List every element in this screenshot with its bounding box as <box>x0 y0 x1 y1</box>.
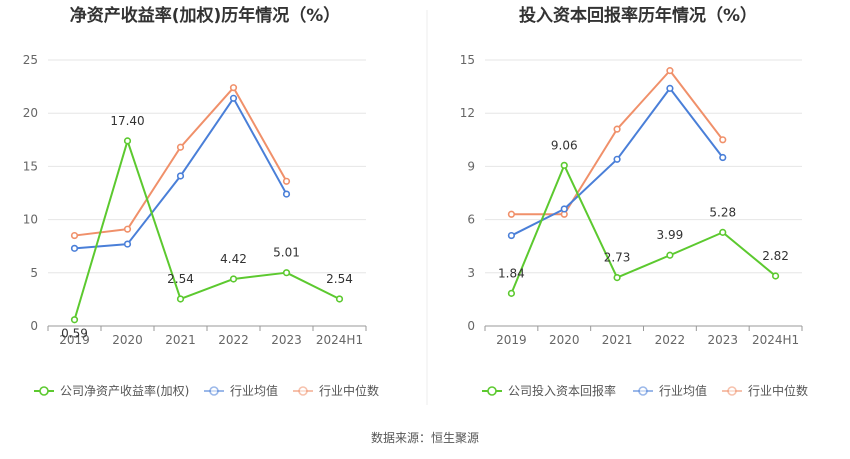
legend-label: 行业中位数 <box>319 383 379 398</box>
data-point <box>70 244 79 252</box>
data-point <box>613 155 621 163</box>
data-label: 4.42 <box>220 252 247 266</box>
data-point <box>70 316 79 324</box>
data-label: 3.99 <box>657 228 684 242</box>
data-point <box>719 228 727 236</box>
data-label: 5.28 <box>709 205 736 219</box>
legend-label: 行业中位数 <box>748 383 808 398</box>
data-point <box>282 177 291 185</box>
x-tick-label: 2020 <box>549 333 580 347</box>
chart-1: 净资产收益率(加权)历年情况（%） 0 5 10 15 20 25 2019 2020 2021 2… <box>23 5 379 398</box>
data-point <box>229 84 238 92</box>
x-tick-label: 2020 <box>112 333 143 347</box>
x-tick-label: 2021 <box>165 333 196 347</box>
legend-item-1: 公司净资产收益率(加权) <box>34 383 189 398</box>
y-tick-label: 10 <box>23 213 38 227</box>
data-point <box>70 231 79 240</box>
x-tick-label: 2019 <box>496 333 527 347</box>
y-tick-label: 9 <box>467 159 475 173</box>
legend-item-2: 行业均值 <box>633 383 707 398</box>
data-label: 17.40 <box>110 114 144 128</box>
data-point <box>666 84 674 92</box>
legend-item-1: 公司投入资本回报率 <box>482 383 616 398</box>
data-label: 2.73 <box>604 251 631 265</box>
data-point <box>771 272 780 280</box>
source-note: 数据来源：恒生聚源 <box>371 430 479 445</box>
y-tick-label: 0 <box>30 319 38 333</box>
chart-2: 投入资本回报率历年情况（%） 0 3 6 9 12 15 2019 2020 2021 2022 20… <box>460 5 808 398</box>
x-tick-label: 2023 <box>707 333 738 347</box>
data-point <box>282 269 291 277</box>
legend-item-3: 行业中位数 <box>293 383 379 398</box>
series-line-3 <box>511 69 724 216</box>
data-point <box>123 137 132 145</box>
data-point <box>229 275 238 283</box>
legend-label: 公司净资产收益率(加权) <box>60 383 189 398</box>
data-point <box>719 136 727 144</box>
legend-marker <box>39 386 49 396</box>
y-tick-label: 5 <box>30 266 38 280</box>
legend-label: 行业均值 <box>659 383 707 398</box>
series-line-1 <box>510 164 777 294</box>
data-point <box>176 143 185 151</box>
data-point <box>666 251 674 259</box>
data-point <box>613 125 621 133</box>
data-point <box>176 295 185 303</box>
data-label: 2.54 <box>326 272 353 286</box>
legend-item-3: 行业中位数 <box>722 383 808 398</box>
data-point <box>507 231 516 240</box>
data-label: 2.82 <box>762 249 789 263</box>
data-label: 2.54 <box>167 272 194 286</box>
legend-marker <box>298 386 308 396</box>
y-tick-label: 15 <box>23 159 38 173</box>
data-point <box>123 225 132 233</box>
legend-marker <box>209 386 219 396</box>
x-tick-label: 2022 <box>218 333 249 347</box>
y-tick-label: 20 <box>23 106 38 120</box>
data-label: 5.01 <box>273 246 300 260</box>
data-point <box>335 295 344 303</box>
x-tick-label: 2022 <box>655 333 686 347</box>
data-point <box>229 94 238 102</box>
data-point <box>123 240 132 248</box>
legend-item-2: 行业均值 <box>204 383 278 398</box>
x-tick-label: 2024H1 <box>752 333 799 347</box>
x-tick-label: 2019 <box>59 333 90 347</box>
legend-marker <box>638 386 648 396</box>
data-point <box>666 67 674 75</box>
x-tick-label: 2024H1 <box>316 333 363 347</box>
y-tick-label: 6 <box>467 213 475 227</box>
data-point <box>560 205 568 213</box>
x-tick-label: 2021 <box>602 333 633 347</box>
data-point <box>507 210 516 218</box>
data-point <box>719 153 727 162</box>
data-point <box>560 161 568 169</box>
data-point <box>507 289 516 297</box>
data-label: 1.84 <box>498 266 525 280</box>
y-tick-label: 25 <box>23 53 38 67</box>
chart-title: 投入资本回报率历年情况（%） <box>519 5 757 26</box>
x-tick-label: 2023 <box>271 333 302 347</box>
legend-marker <box>487 386 497 396</box>
data-point <box>282 190 291 198</box>
data-point <box>176 172 185 180</box>
y-tick-label: 0 <box>467 319 475 333</box>
legend-marker <box>727 386 737 396</box>
legend-label: 行业均值 <box>230 383 278 398</box>
data-label: 9.06 <box>551 138 578 152</box>
chart-title: 净资产收益率(加权)历年情况（%） <box>70 5 341 26</box>
y-tick-label: 12 <box>460 106 475 120</box>
legend-label: 公司投入资本回报率 <box>508 383 616 398</box>
data-point <box>613 273 621 282</box>
y-tick-label: 3 <box>467 266 475 280</box>
data-label: 0.59 <box>61 327 88 341</box>
y-tick-label: 15 <box>460 53 475 67</box>
series-line-1 <box>73 139 340 321</box>
